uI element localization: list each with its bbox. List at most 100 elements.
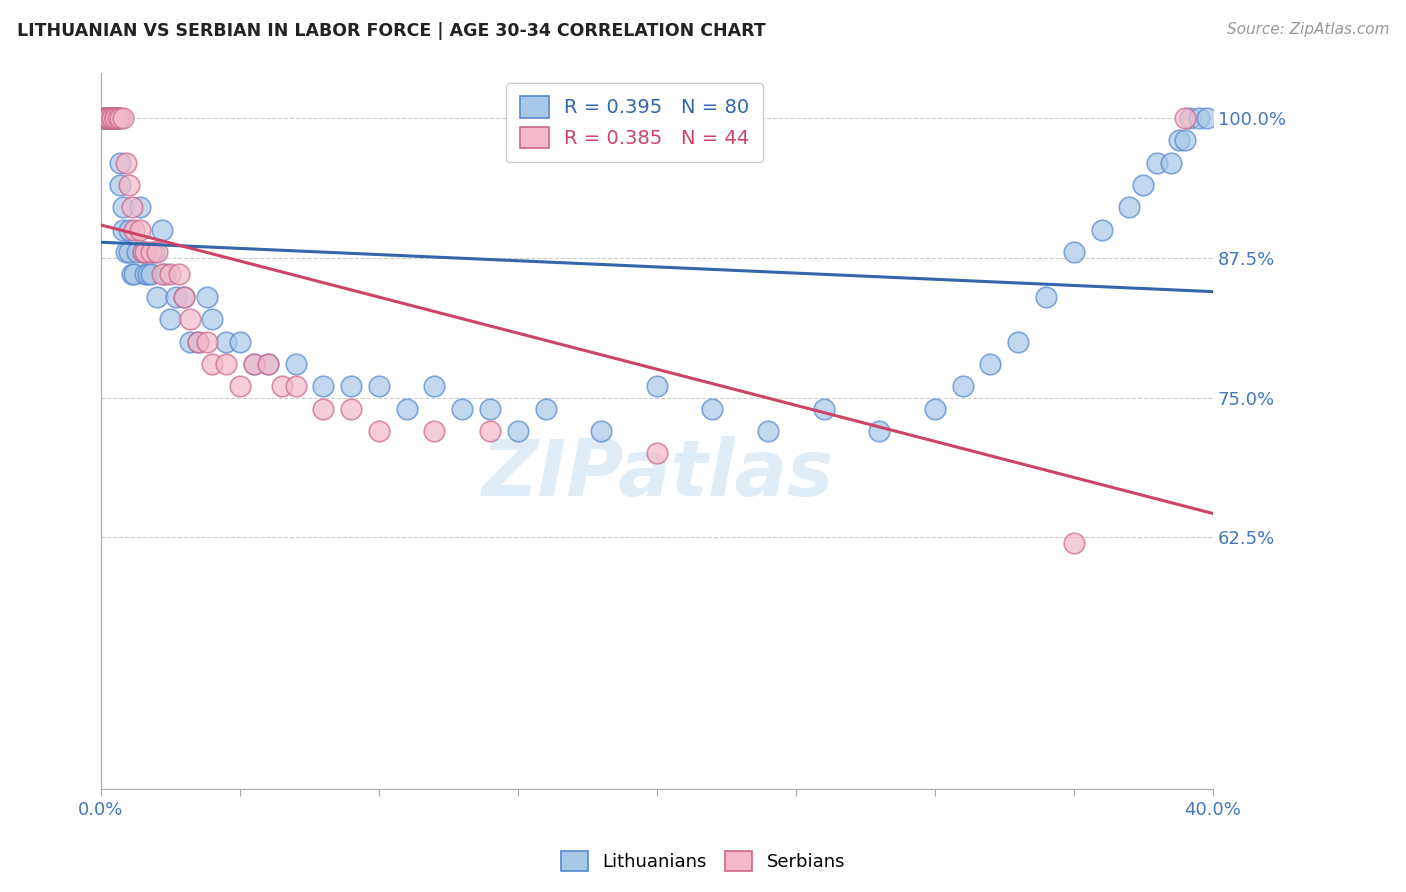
Point [591, 424, 613, 438]
Point [96, 111, 118, 125]
Point [145, 245, 167, 260]
Point [101, 111, 124, 125]
Point [195, 334, 218, 349]
Point [98, 111, 121, 125]
Point [952, 379, 974, 393]
Point [110, 155, 132, 169]
Point [868, 424, 890, 438]
Point [153, 268, 176, 282]
Point [101, 111, 124, 125]
Point [96, 111, 118, 125]
Point [121, 268, 143, 282]
Point [115, 245, 138, 260]
Point [340, 401, 363, 416]
Text: LITHUANIAN VS SERBIAN IN LABOR FORCE | AGE 30-34 CORRELATION CHART: LITHUANIAN VS SERBIAN IN LABOR FORCE | A… [17, 22, 766, 40]
Point [115, 155, 138, 169]
Point [229, 379, 252, 393]
Point [104, 111, 127, 125]
Point [312, 401, 335, 416]
Point [139, 268, 162, 282]
Point [340, 379, 363, 393]
Point [167, 268, 190, 282]
Point [924, 401, 946, 416]
Point [179, 312, 201, 326]
Point [131, 245, 153, 260]
Point [150, 268, 173, 282]
Point [1063, 245, 1085, 260]
Point [256, 357, 278, 371]
Point [1180, 111, 1202, 125]
Point [118, 222, 141, 236]
Point [1118, 200, 1140, 214]
Point [139, 245, 162, 260]
Point [124, 222, 146, 236]
Text: Source: ZipAtlas.com: Source: ZipAtlas.com [1226, 22, 1389, 37]
Point [187, 334, 209, 349]
Point [159, 268, 181, 282]
Point [229, 334, 252, 349]
Point [367, 424, 389, 438]
Point [1132, 178, 1154, 192]
Point [534, 401, 557, 416]
Text: ZIPatlas: ZIPatlas [481, 436, 832, 512]
Point [101, 111, 124, 125]
Point [142, 245, 165, 260]
Point [284, 379, 307, 393]
Point [93, 111, 115, 125]
Point [173, 290, 195, 304]
Point [104, 111, 127, 125]
Point [1063, 536, 1085, 550]
Point [98, 111, 121, 125]
Point [256, 357, 278, 371]
Point [131, 245, 153, 260]
Point [187, 334, 209, 349]
Point [150, 222, 173, 236]
Point [173, 290, 195, 304]
Point [128, 200, 150, 214]
Point [124, 268, 146, 282]
Point [159, 312, 181, 326]
Point [201, 312, 224, 326]
Point [645, 379, 668, 393]
Point [395, 401, 418, 416]
Point [367, 379, 389, 393]
Point [110, 178, 132, 192]
Point [243, 357, 266, 371]
Point [1168, 133, 1191, 147]
Point [98, 111, 121, 125]
Point [134, 268, 156, 282]
Point [145, 290, 167, 304]
Point [1090, 222, 1112, 236]
Point [104, 111, 127, 125]
Point [1174, 111, 1197, 125]
Point [451, 401, 474, 416]
Point [98, 111, 121, 125]
Point [312, 379, 335, 393]
Point [756, 424, 779, 438]
Point [479, 401, 502, 416]
Point [121, 200, 143, 214]
Point [979, 357, 1001, 371]
Point [215, 357, 238, 371]
Point [136, 268, 159, 282]
Point [93, 111, 115, 125]
Point [112, 222, 135, 236]
Point [243, 357, 266, 371]
Point [645, 446, 668, 460]
Point [104, 111, 127, 125]
Point [1197, 111, 1219, 125]
Point [165, 290, 187, 304]
Point [127, 245, 149, 260]
Legend: R = 0.395   N = 80, R = 0.385   N = 44: R = 0.395 N = 80, R = 0.385 N = 44 [506, 83, 763, 162]
Point [195, 290, 218, 304]
Point [107, 111, 129, 125]
Point [96, 111, 118, 125]
Point [96, 111, 118, 125]
Point [96, 111, 118, 125]
Point [702, 401, 724, 416]
Point [201, 357, 224, 371]
Point [423, 424, 446, 438]
Point [112, 200, 135, 214]
Legend: Lithuanians, Serbians: Lithuanians, Serbians [554, 844, 852, 879]
Point [1174, 133, 1197, 147]
